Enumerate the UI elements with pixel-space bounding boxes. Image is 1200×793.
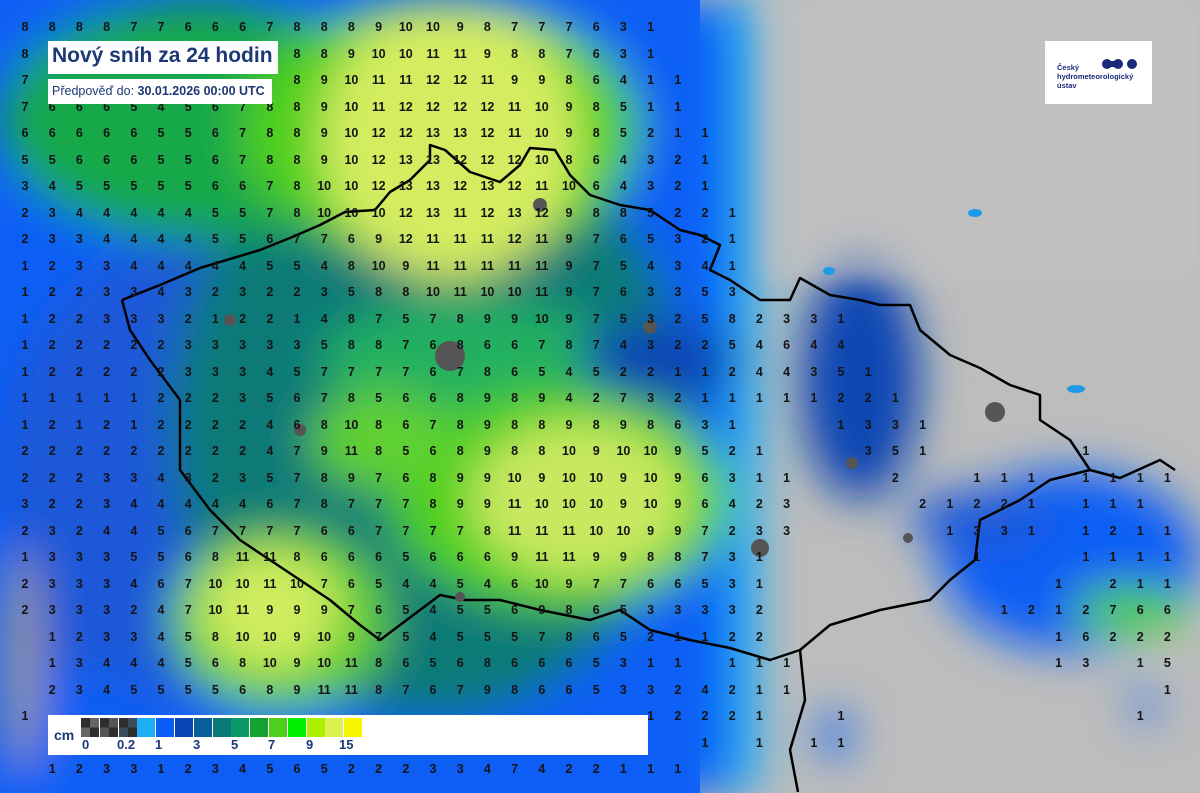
- forecast-valid-time: Předpověď do: 30.01.2026 00:00 UTC: [52, 84, 265, 98]
- legend-label: 3: [193, 737, 201, 752]
- legend-swatch: [156, 718, 175, 737]
- legend-swatch: [306, 718, 325, 737]
- title-panel: Nový sníh za 24 hodin: [48, 41, 278, 74]
- color-legend: cm 0 0.2 1 3 5 7 9 15: [48, 715, 648, 755]
- legend-label: 15: [339, 737, 354, 752]
- legend-swatch: [344, 718, 363, 737]
- chmi-logo: Český hydrometeorologický ústav: [1045, 41, 1152, 104]
- legend-label: 7: [268, 737, 276, 752]
- legend-swatch: [287, 718, 306, 737]
- legend-swatch: [137, 718, 156, 737]
- forecast-label: Předpověď do:: [52, 84, 135, 98]
- lakes: [823, 209, 1085, 393]
- legend-swatch: [175, 718, 193, 737]
- country-borders: [120, 143, 1176, 793]
- forecast-panel: Předpověď do: 30.01.2026 00:00 UTC: [48, 79, 272, 104]
- legend-swatch: [99, 718, 118, 737]
- legend-label: 0: [82, 737, 90, 752]
- legend-label: 5: [231, 737, 239, 752]
- legend-swatch: [325, 718, 344, 737]
- legend-swatch: [269, 718, 287, 737]
- legend-swatch: [193, 718, 212, 737]
- city-markers: [224, 198, 1005, 602]
- legend-swatch: [118, 718, 137, 737]
- logo-line: Český: [1057, 63, 1080, 72]
- logo-line: hydrometeorologický: [1057, 72, 1134, 81]
- legend-label: 9: [306, 737, 314, 752]
- forecast-date: 30.01.2026 00:00 UTC: [137, 84, 265, 98]
- legend-unit: cm: [54, 727, 75, 743]
- legend-swatch: [231, 718, 250, 737]
- legend-swatch: [81, 718, 99, 737]
- legend-swatch: [250, 718, 269, 737]
- map-title: Nový sníh za 24 hodin: [52, 44, 273, 67]
- logo-dots-icon: [1102, 59, 1137, 69]
- legend-swatch: [212, 718, 231, 737]
- legend-label: 0.2: [117, 737, 136, 752]
- logo-line: ústav: [1057, 81, 1077, 90]
- legend-label: 1: [155, 737, 163, 752]
- logo-text: Český hydrometeorologický ústav: [1057, 63, 1152, 90]
